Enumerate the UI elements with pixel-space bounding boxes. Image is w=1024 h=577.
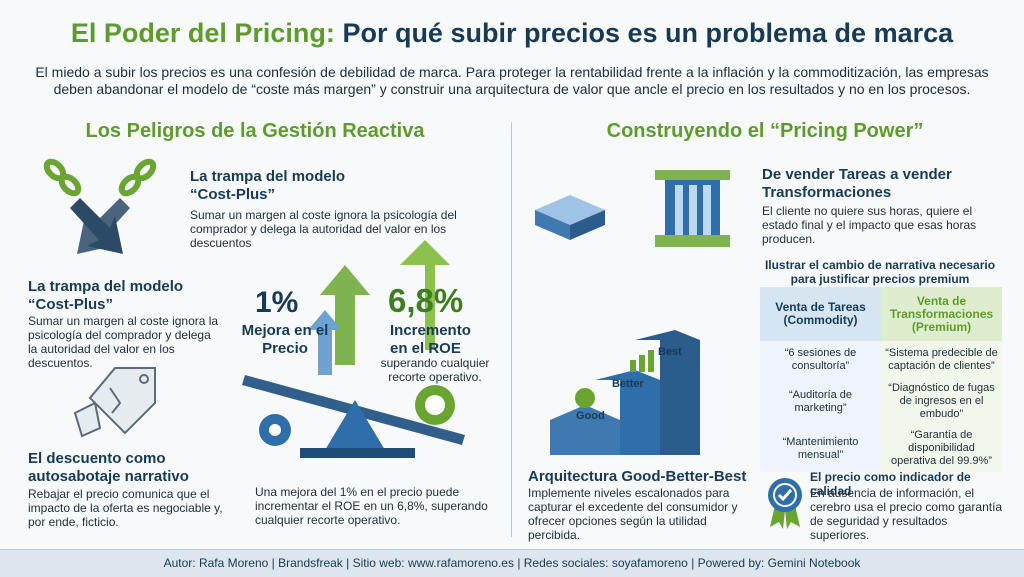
stair-label: Good <box>576 410 605 422</box>
stairs-illustration <box>550 330 700 455</box>
stair-label: Best <box>658 346 682 358</box>
seesaw-illustration <box>242 240 465 458</box>
header-text: (Premium) <box>911 319 972 334</box>
divider <box>511 122 512 537</box>
broken-tag-icon <box>73 367 156 438</box>
stat-value: 1% <box>255 286 299 319</box>
header-text: (Commodity) <box>783 313 858 327</box>
table-title: Ilustrar el cambio de narrativa necesari… <box>764 258 996 286</box>
block-title: De vender Tareas a vender Transformacion… <box>762 166 952 201</box>
header-text: Venta de Transformaciones <box>889 293 994 321</box>
table-cell: “6 sesiones de consultoría” <box>760 341 881 378</box>
table-cell: “Auditoría de marketing” <box>760 378 881 425</box>
block-title: El precio como indicador de calidad <box>810 470 971 498</box>
footer: Autor: Rafa Moreno | Brandsfreak | Sitio… <box>163 556 861 570</box>
building-illustration <box>535 170 730 247</box>
item-title: La trampa del modelo “Cost-Plus” <box>190 168 346 203</box>
title-main: Por qué subir precios es un problema de … <box>342 18 954 48</box>
table-cell: “Garantía de disponibilidad operativa de… <box>881 425 1002 472</box>
stat-label: Incremento en el ROE <box>390 322 471 357</box>
block-title: Arquitectura Good-Better-Best <box>528 468 747 485</box>
stat-value: 6,8% <box>388 282 464 319</box>
item-text: Rebajar el precio comunica que el impact… <box>28 487 223 529</box>
right-heading: Construyendo el “Pricing Power” <box>606 120 924 142</box>
intro: El miedo a subir los precios es una conf… <box>35 64 989 97</box>
caption: Una mejora del 1% en el precio puede inc… <box>255 485 488 527</box>
table-header: Venta de Transformaciones (Premium) <box>881 287 1002 341</box>
table-header: Venta de Tareas (Commodity) <box>760 287 881 341</box>
block-text: Implemente niveles escalonados para capt… <box>528 486 738 542</box>
table-cell: “Diagnóstico de fugas de ingresos en el … <box>881 378 1002 425</box>
item-text: Sumar un margen al coste ignora la psico… <box>190 208 457 250</box>
stat-label: Mejora en el Precio <box>241 322 329 357</box>
title: El Poder del Pricing: Por qué subir prec… <box>0 18 1024 49</box>
table-cell: “Sistema predecible de captación de clie… <box>881 341 1002 378</box>
header-text: Venta de Tareas <box>775 300 866 314</box>
item-title: La trampa del modelo “Cost-Plus” <box>28 278 184 313</box>
table-cell: “Mantenimiento mensual” <box>760 425 881 472</box>
block-text: En ausencia de información, el cerebro u… <box>810 486 1003 542</box>
stat-note: superando cualquier recorte operativo. <box>380 356 490 384</box>
item-text: Sumar un margen al coste ignora la psico… <box>28 314 219 370</box>
title-accent: El Poder del Pricing: <box>70 18 335 48</box>
item-title: El descuento como autosabotaje narrativo <box>28 450 189 485</box>
block-text: El cliente no quiere sus horas, quiere e… <box>762 204 977 246</box>
chain-icon <box>43 158 157 254</box>
badge-icon <box>768 478 802 529</box>
left-heading: Los Peligros de la Gestión Reactiva <box>85 120 425 142</box>
footer-band <box>0 549 1024 577</box>
comparison-table: Venta de Tareas (Commodity) Venta de Tran… <box>760 287 1002 472</box>
stair-label: Better <box>612 378 644 390</box>
